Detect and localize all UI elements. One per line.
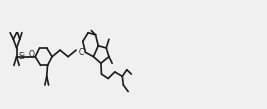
Text: Si: Si (18, 52, 25, 61)
Text: C: C (79, 48, 84, 57)
Text: O: O (29, 50, 34, 59)
